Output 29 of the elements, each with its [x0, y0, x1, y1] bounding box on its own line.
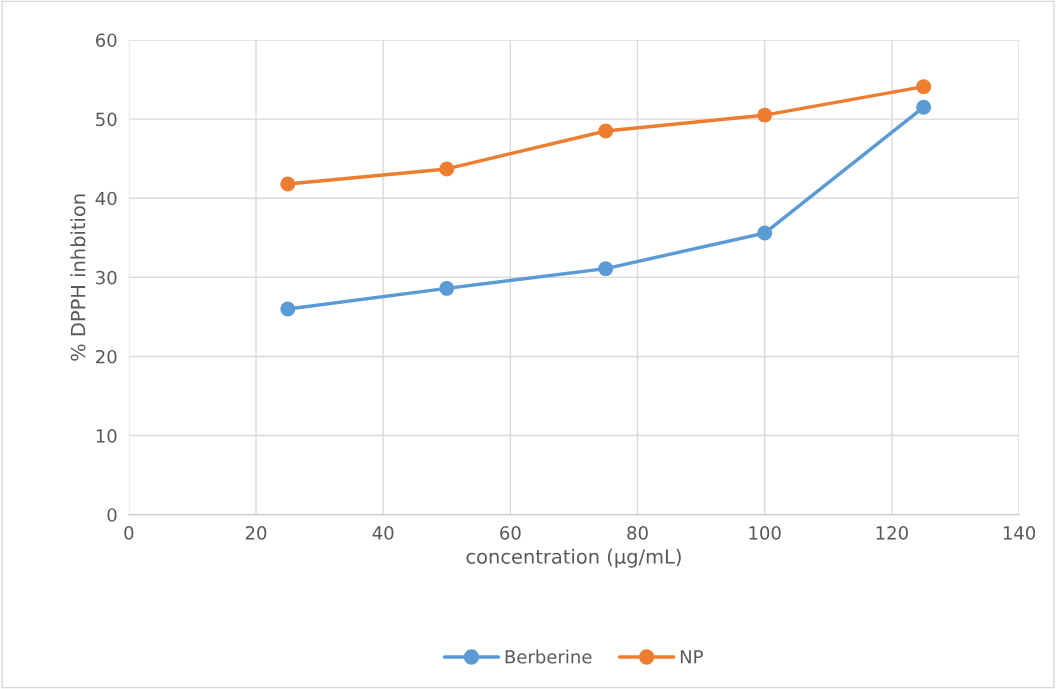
- point: [439, 161, 455, 177]
- y-tick-label: 60: [96, 33, 117, 48]
- x-tick-label: 0: [124, 526, 134, 540]
- point: [916, 79, 932, 95]
- x-tick-label: 80: [627, 526, 648, 540]
- point: [439, 280, 455, 296]
- legend-label: NP: [680, 650, 703, 664]
- x-tick-label: 120: [876, 526, 908, 540]
- point: [598, 123, 614, 139]
- point: [598, 261, 614, 277]
- y-tick-label: 20: [96, 349, 117, 364]
- legend-label: Berberine: [505, 649, 592, 664]
- x-tick-label: 60: [500, 526, 521, 540]
- x-tick-label: 20: [245, 526, 267, 540]
- x-tick-label: 100: [749, 526, 781, 540]
- y-tick-label: 30: [96, 270, 117, 285]
- y-tick-label: 50: [96, 112, 117, 127]
- x-axis-title: concentration (µg/mL): [466, 548, 681, 568]
- point: [280, 176, 296, 192]
- point: [916, 99, 932, 115]
- point: [280, 301, 296, 317]
- y-axis-title: % DPPH inhbition: [70, 194, 86, 361]
- y-tick-label: 0: [107, 508, 117, 522]
- x-tick-label: 140: [1003, 526, 1036, 540]
- y-tick-label: 40: [95, 191, 117, 206]
- y-tick-label: 10: [96, 429, 117, 443]
- point: [757, 225, 773, 241]
- point: [757, 107, 773, 123]
- x-tick-label: 40: [372, 526, 394, 540]
